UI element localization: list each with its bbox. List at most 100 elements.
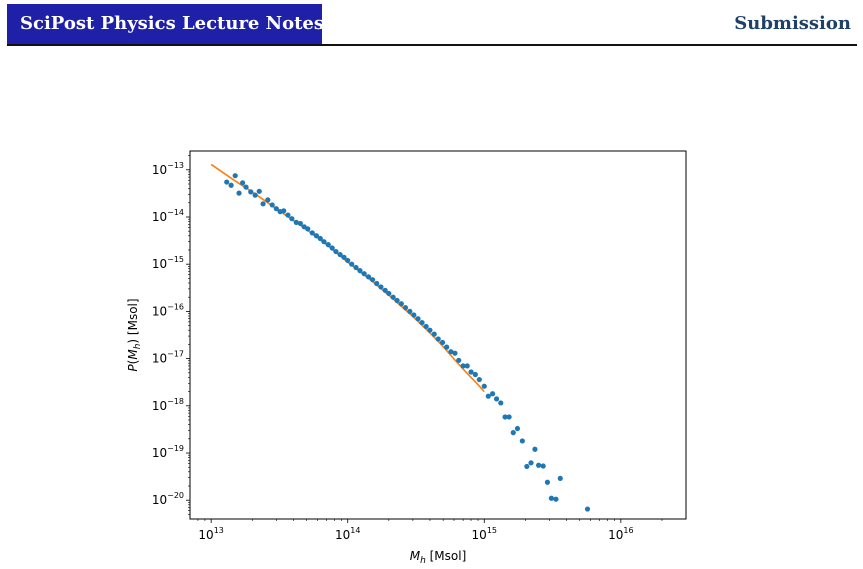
data-point: [536, 462, 542, 468]
y-tick-label: 10−14: [152, 208, 184, 224]
journal-title: SciPost Physics Lecture Notes: [20, 13, 325, 34]
data-point: [548, 495, 554, 501]
data-point: [456, 357, 462, 363]
data-point: [423, 323, 429, 330]
data-point: [248, 189, 254, 195]
data-point: [394, 297, 400, 304]
data-point: [333, 248, 339, 255]
data-point: [305, 226, 311, 232]
data-point: [460, 363, 466, 369]
data-point: [374, 280, 380, 287]
data-point: [502, 414, 508, 420]
data-point: [228, 182, 234, 188]
data-point: [510, 430, 516, 436]
data-point: [386, 290, 392, 297]
data-point: [398, 301, 404, 307]
data-point: [524, 463, 530, 470]
data-point: [252, 192, 258, 198]
x-axis-ticks: 1013 1014 1015 1016: [197, 519, 663, 542]
data-point: [236, 190, 242, 196]
data-point: [448, 349, 454, 355]
journal-badge: SciPost Physics Lecture Notes: [7, 4, 325, 44]
data-point: [273, 206, 279, 212]
x-tick-label: 1014: [335, 526, 360, 542]
y-tick-label: 10−16: [152, 302, 184, 318]
data-point: [365, 274, 372, 280]
data-point: [345, 257, 351, 264]
header-rule: [7, 44, 857, 46]
data-point: [472, 371, 478, 378]
data-point: [540, 463, 546, 469]
data-point: [321, 239, 327, 245]
data-point: [431, 331, 437, 337]
data-point: [232, 173, 238, 179]
data-point: [468, 369, 474, 375]
data-point: [281, 208, 287, 214]
data-point: [240, 180, 246, 186]
data-point: [514, 425, 521, 432]
y-tick-label: 10−18: [152, 397, 184, 413]
data-point: [297, 220, 303, 227]
data-point: [435, 336, 441, 342]
data-point: [378, 284, 384, 290]
data-point: [293, 219, 299, 225]
data-point: [224, 179, 230, 185]
data-point: [476, 376, 482, 383]
data-point: [269, 202, 275, 208]
y-tick-label: 10−19: [152, 444, 184, 460]
data-point: [382, 287, 388, 293]
y-tick-label: 10−13: [152, 161, 184, 177]
data-point: [411, 312, 417, 318]
data-point: [265, 197, 271, 203]
y-tick-label: 10−17: [152, 350, 184, 366]
y-tick-label: 10−20: [152, 491, 184, 507]
y-tick-label: 10−15: [152, 255, 184, 271]
fit-line: [210, 163, 485, 393]
data-point: [557, 475, 563, 481]
plot-area: [210, 163, 591, 512]
data-point: [584, 506, 591, 512]
data-point: [528, 460, 534, 466]
data-point: [464, 363, 470, 369]
data-point: [427, 327, 433, 333]
data-point: [317, 235, 323, 242]
data-point: [439, 339, 446, 346]
data-point: [544, 479, 551, 485]
data-point: [532, 446, 538, 452]
data-point: [489, 391, 496, 397]
data-point: [369, 277, 376, 283]
data-point: [481, 383, 487, 389]
data-point: [361, 271, 367, 277]
data-point: [553, 496, 559, 502]
y-axis-ticks: 10−13 10−14 10−15 10−16 10−17 10−18 10−19 10−20: [152, 155, 190, 515]
data-point: [341, 254, 347, 260]
data-point: [285, 212, 291, 218]
data-point: [289, 216, 295, 222]
data-point: [353, 264, 359, 271]
data-point: [256, 188, 262, 194]
data-point: [519, 438, 525, 444]
data-point: [329, 245, 335, 251]
y-axis-label: P(Mh) [Msol]: [126, 298, 143, 371]
data-point: [452, 350, 458, 356]
x-tick-label: 1015: [472, 526, 497, 542]
data-point: [498, 400, 504, 406]
data-point: [506, 414, 512, 420]
x-tick-label: 1013: [198, 526, 223, 542]
data-point: [243, 184, 249, 190]
data-point: [357, 268, 363, 274]
section-label: Submission: [734, 13, 851, 34]
data-point: [390, 294, 396, 300]
data-point: [309, 230, 315, 236]
data-point: [485, 393, 491, 399]
data-point: [349, 261, 355, 267]
data-point: [325, 242, 331, 248]
data-point: [407, 308, 413, 314]
x-tick-label: 1016: [608, 526, 633, 542]
data-point: [419, 319, 425, 326]
x-axis-label: Mh [Msol]: [410, 549, 467, 566]
data-point: [402, 305, 409, 311]
data-point: [415, 316, 421, 322]
data-point: [313, 233, 320, 239]
